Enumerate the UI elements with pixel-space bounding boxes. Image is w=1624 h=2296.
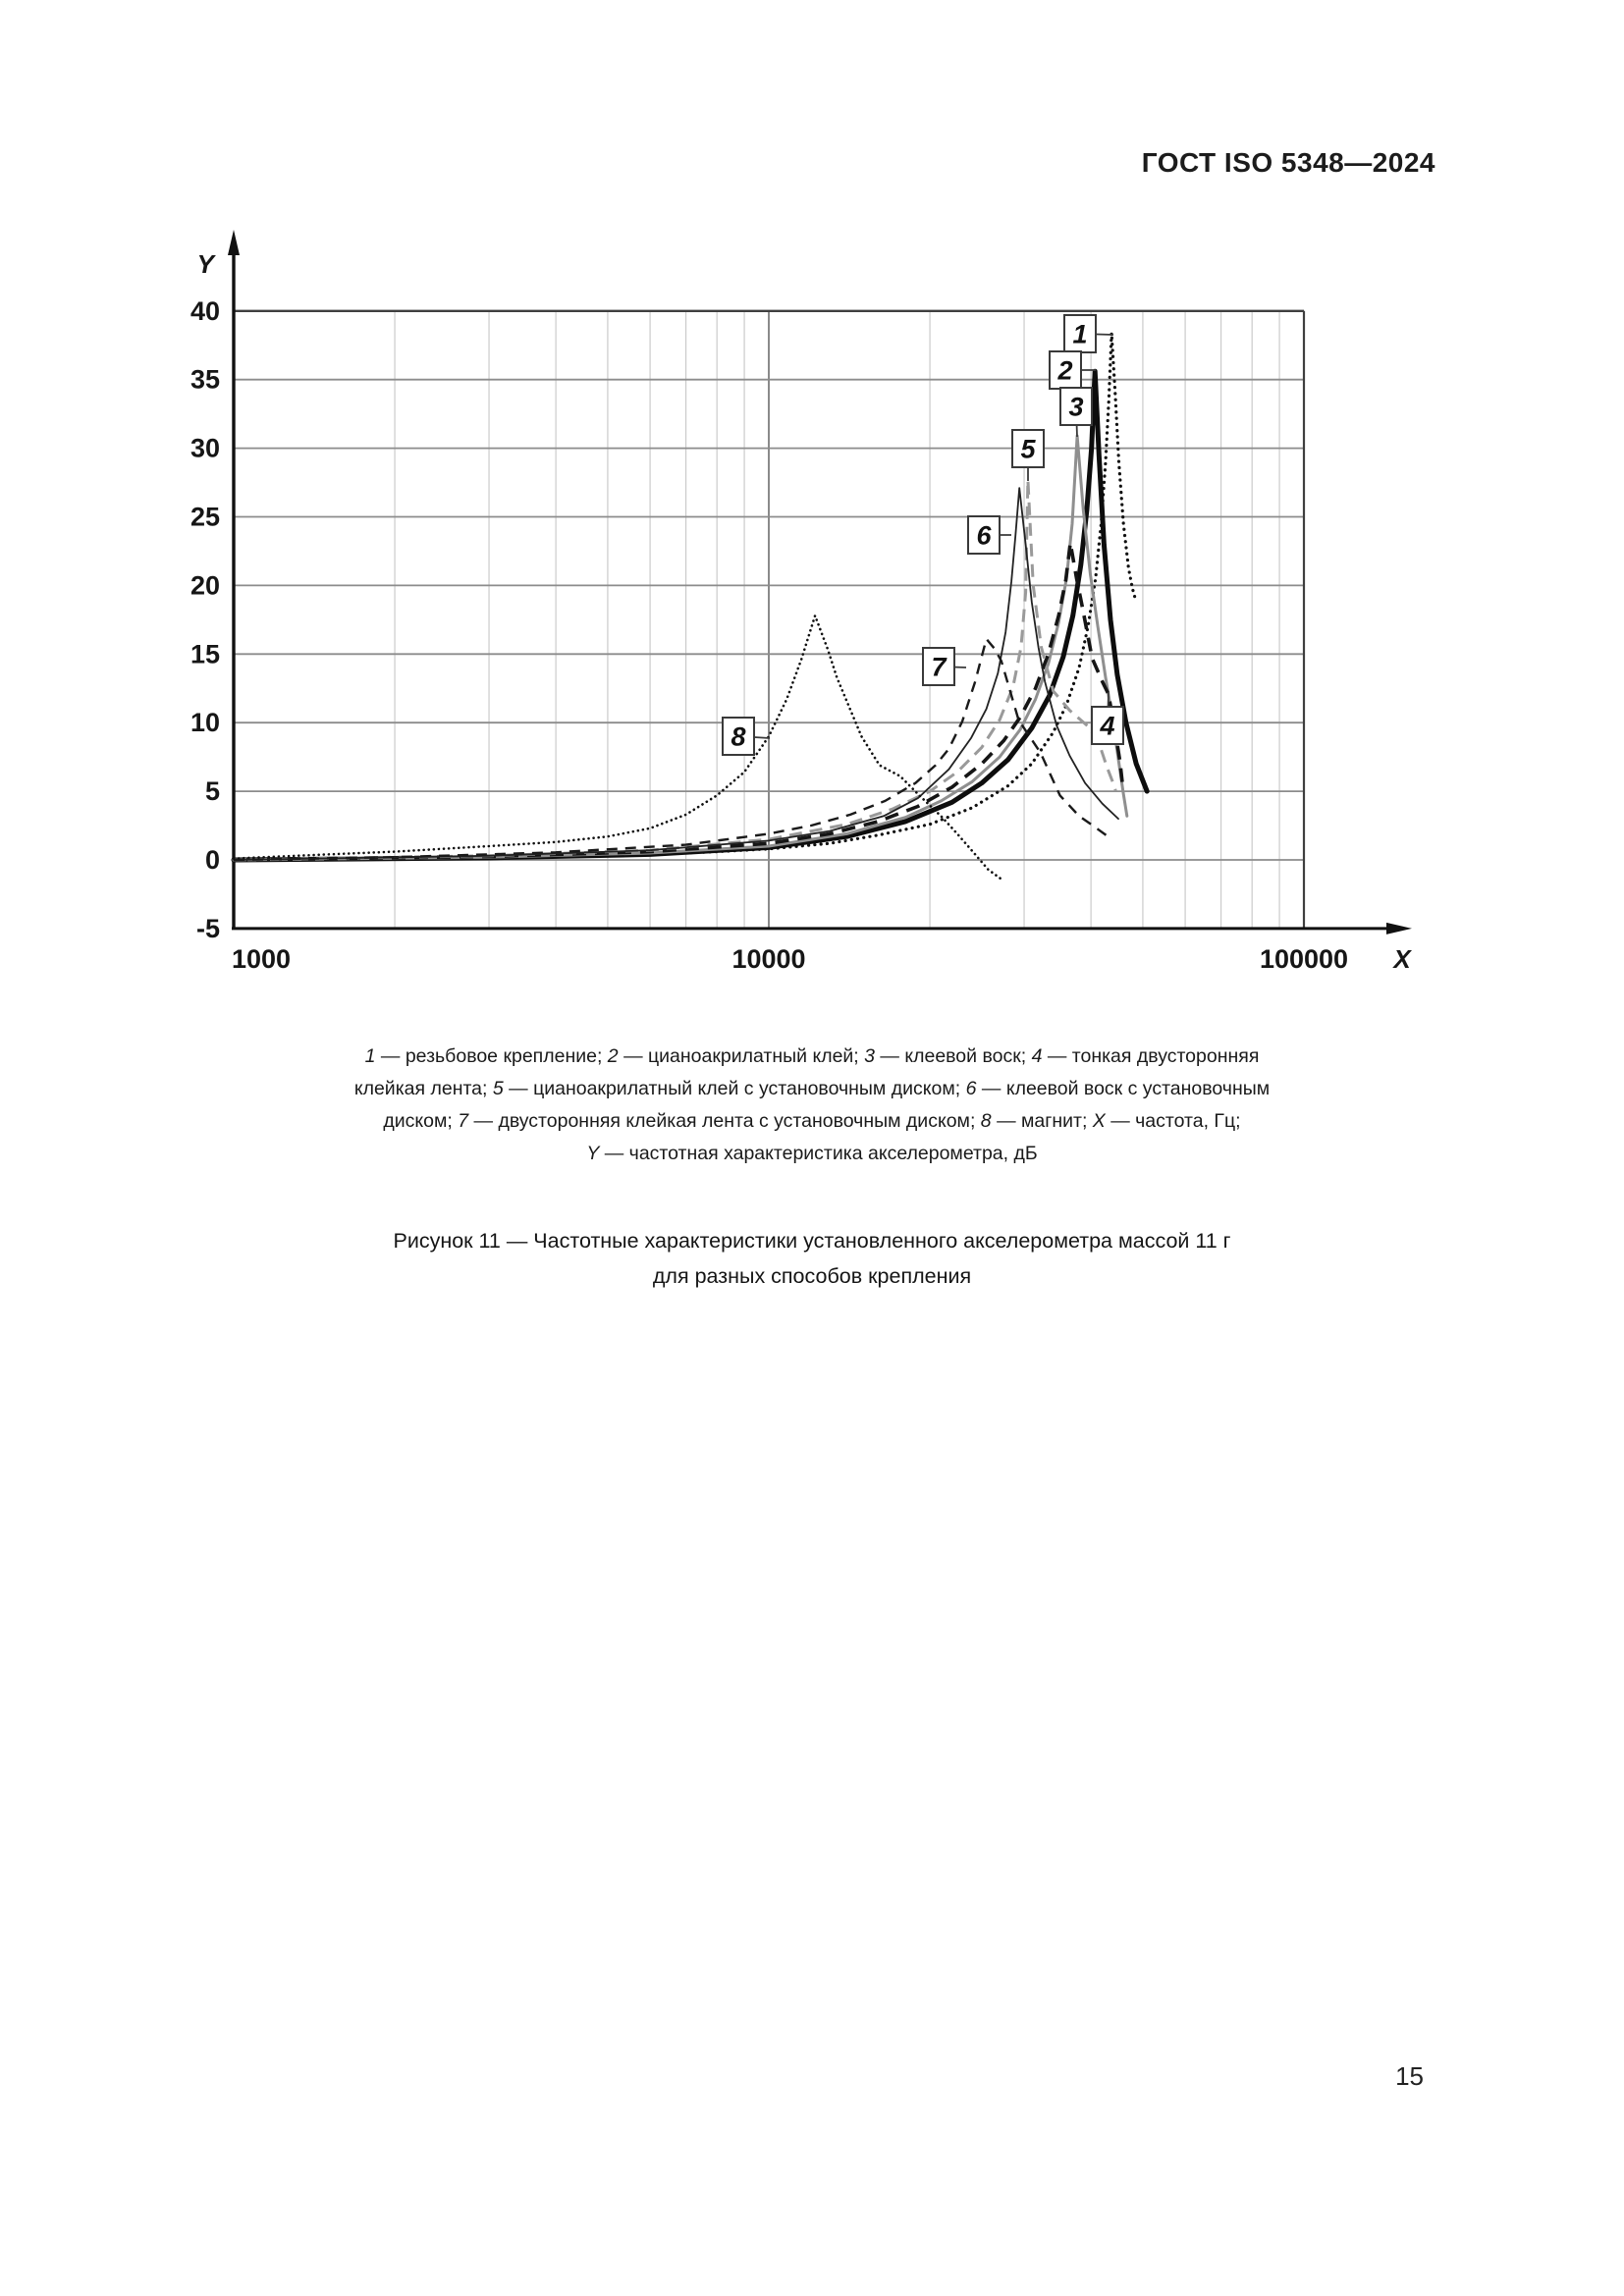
callout-label-4: 4 — [1099, 712, 1114, 741]
figure-caption: Рисунок 11 — Частотные характеристики ус… — [0, 1223, 1624, 1294]
legend-text: — тонкая двусторонняя — [1042, 1045, 1260, 1067]
callout-label-2: 2 — [1056, 356, 1072, 386]
y-tick-25: 25 — [190, 503, 220, 532]
callout-label-1: 1 — [1072, 320, 1087, 349]
callout-box-2 — [1049, 350, 1082, 390]
figure-caption-line1: Рисунок 11 — Частотные характеристики ус… — [393, 1229, 1231, 1253]
legend-key: 2 — [607, 1045, 619, 1067]
legend-line-2: клейкая лента; 5 — цианоакрилатный клей … — [0, 1073, 1624, 1105]
x-axis-arrow — [1386, 922, 1412, 934]
legend-text: диском; — [383, 1110, 459, 1132]
legend-line-4: Y — частотная характеристика акселеромет… — [0, 1138, 1624, 1170]
legend-key: 8 — [980, 1110, 992, 1132]
frequency-response-chart: 1 2 3 4 5 6 7 8 40 35 30 25 20 15 10 5 0 -5 1000 10000 10000… — [0, 0, 1624, 1080]
callout-box-8 — [722, 717, 755, 756]
y-tick-35: 35 — [190, 365, 220, 395]
figure-caption-line2: для разных способов крепления — [652, 1264, 972, 1288]
legend-key: 1 — [364, 1045, 376, 1067]
legend-text: — резьбовое крепление; — [375, 1045, 608, 1067]
y-tick-20: 20 — [190, 570, 220, 600]
callout-label-6: 6 — [976, 521, 992, 551]
legend-text: клейкая лента; — [353, 1078, 493, 1099]
callout-label-7: 7 — [931, 653, 947, 682]
curve-7 — [233, 637, 1111, 862]
legend-text: — цианоакрилатный клей с установочным ди… — [503, 1078, 966, 1099]
curve-2 — [231, 368, 1150, 863]
legend-key: X — [1092, 1110, 1106, 1132]
curve-1 — [232, 331, 1138, 862]
y-tick-10: 10 — [190, 708, 220, 737]
legend-text: — частотная характеристика акселерометра… — [599, 1143, 1038, 1164]
chart-svg: 12 3 4 5 6 7 8 40 35 30 25 20 15 10 5 0 -5 1000 10000 10000… — [190, 230, 1412, 974]
legend-key: Y — [586, 1143, 600, 1164]
callout-box-5 — [1011, 429, 1045, 468]
callout-box-1 — [1063, 314, 1097, 353]
legend-text: — двусторонняя клейкая лента с установоч… — [468, 1110, 981, 1132]
legend-line-3: диском; 7 — двусторонняя клейкая лента с… — [0, 1105, 1624, 1138]
legend-text: — клеевой воск; — [875, 1045, 1032, 1067]
callout-label-8: 8 — [731, 722, 745, 752]
curve-8 — [232, 614, 1003, 881]
page-number: 15 — [1395, 2061, 1424, 2091]
curve-4 — [233, 541, 1125, 862]
callout-box-3 — [1059, 387, 1093, 426]
legend-key: 5 — [492, 1078, 504, 1099]
legend-text: — магнит; — [991, 1110, 1093, 1132]
callout-box-4 — [1091, 706, 1124, 745]
x-axis-label: X — [1391, 944, 1412, 974]
curve-3 — [232, 434, 1129, 862]
x-tick-1000: 1000 — [232, 944, 291, 974]
document-header: ГОСТ ISO 5348—2024 — [1141, 147, 1435, 178]
legend-line-1: 1 — резьбовое крепление; 2 — цианоакрила… — [0, 1041, 1624, 1073]
y-tick-0: 0 — [205, 845, 220, 875]
y-tick-15: 15 — [190, 639, 220, 668]
callout-box-7 — [922, 647, 955, 686]
curve-6 — [233, 487, 1119, 861]
legend-key: 3 — [864, 1045, 876, 1067]
x-tick-100000: 100000 — [1260, 944, 1348, 974]
y-tick-40: 40 — [190, 296, 220, 326]
legend-key: 6 — [965, 1078, 977, 1099]
y-axis-arrow — [228, 230, 240, 255]
legend-text: — цианоакрилатный клей; — [618, 1045, 865, 1067]
figure-legend: 1 — резьбовое крепление; 2 — цианоакрила… — [0, 1041, 1624, 1170]
callout-label-5: 5 — [1020, 435, 1036, 464]
callout-label-3: 3 — [1068, 393, 1083, 422]
legend-key: 4 — [1031, 1045, 1043, 1067]
x-tick-10000: 10000 — [731, 944, 805, 974]
y-tick--5: -5 — [196, 914, 220, 943]
legend-key: 7 — [458, 1110, 469, 1132]
y-axis-label: Y — [197, 249, 217, 279]
y-tick-30: 30 — [190, 434, 220, 463]
callout-box-6 — [967, 515, 1001, 555]
y-tick-5: 5 — [205, 776, 220, 806]
legend-text: — частота, Гц; — [1105, 1110, 1241, 1132]
legend-text: — клеевой воск с установочным — [976, 1078, 1271, 1099]
